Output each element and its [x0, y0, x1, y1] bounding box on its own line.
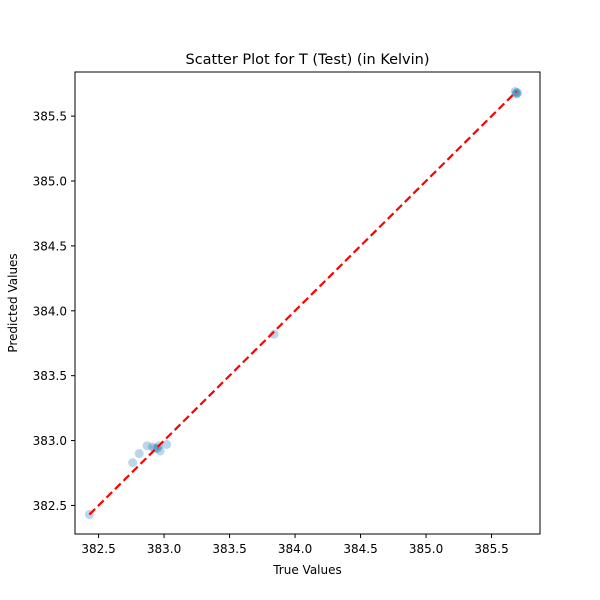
x-tick-label: 383.0 — [147, 542, 181, 556]
chart-title: Scatter Plot for T (Test) (in Kelvin) — [185, 52, 429, 68]
scatter-point — [155, 446, 165, 456]
x-tick-label: 384.5 — [343, 542, 377, 556]
scatter-point — [147, 442, 157, 452]
scatter-point — [134, 449, 144, 459]
x-tick-label: 382.5 — [81, 542, 115, 556]
reference-line — [88, 90, 518, 516]
y-tick-label: 383.5 — [33, 369, 67, 383]
y-axis-label: Predicted Values — [6, 253, 20, 352]
y-tick-label: 385.0 — [33, 175, 67, 189]
plot-area: 382.5 383.0 383.5 384.0 384.5 385.0 385.5 382.5… — [33, 71, 541, 556]
x-tick-label: 385.5 — [474, 542, 508, 556]
y-tick-label: 385.5 — [33, 110, 67, 124]
x-axis-label: True Values — [272, 563, 342, 577]
x-tick-label: 383.5 — [212, 542, 246, 556]
scatter-point — [142, 441, 152, 451]
y-tick-label: 384.0 — [33, 304, 67, 318]
scatter-point — [128, 458, 138, 468]
x-tick-label: 385.0 — [409, 542, 443, 556]
scatter-point — [162, 439, 172, 449]
x-tick-label: 384.0 — [278, 542, 312, 556]
axes-frame — [74, 71, 541, 535]
y-tick-label: 384.5 — [33, 239, 67, 253]
y-tick-label: 382.5 — [33, 499, 67, 513]
y-tick-label: 383.0 — [33, 434, 67, 448]
scatter-point — [269, 329, 279, 339]
scatter-point — [513, 88, 523, 98]
scatter-point — [511, 89, 521, 99]
